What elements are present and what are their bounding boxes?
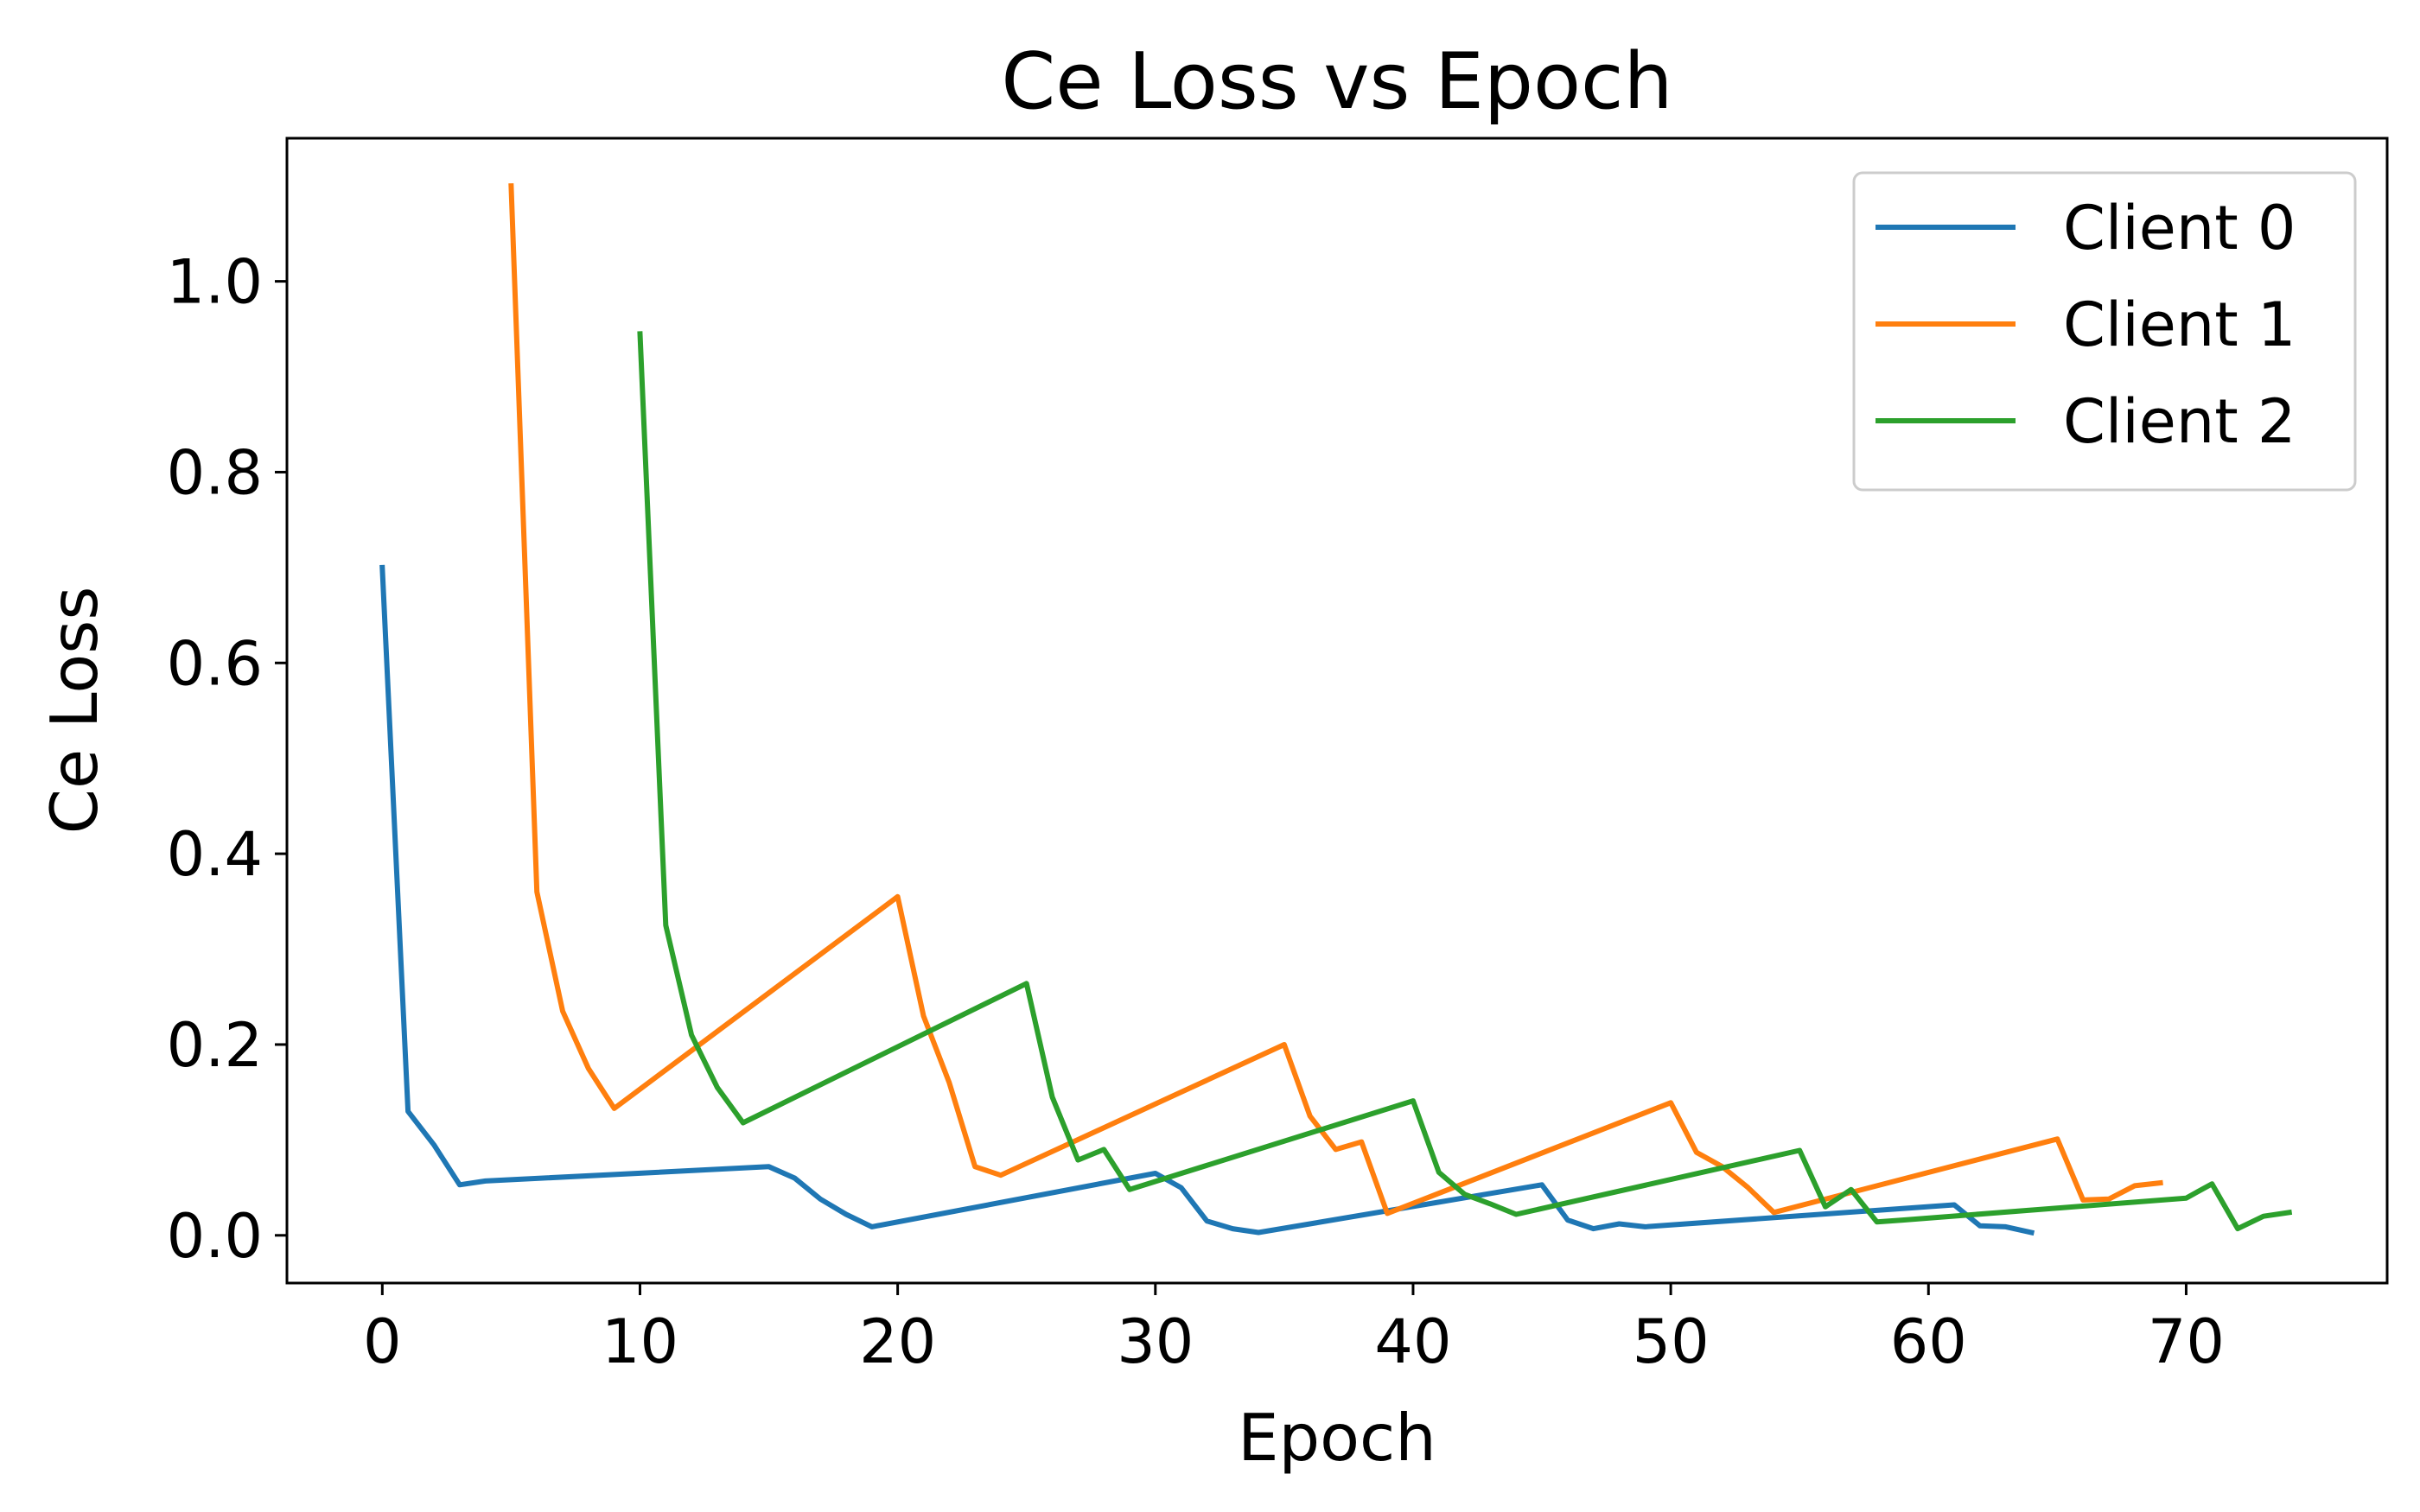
y-tick-label-4: 0.8 — [167, 437, 263, 508]
x-axis-ticks: 0 10 20 30 40 50 60 70 — [363, 1283, 2225, 1377]
y-tick-label-1: 0.2 — [167, 1010, 263, 1081]
plot-area — [285, 137, 2389, 1285]
series-line-client-0 — [379, 564, 2035, 1236]
y-tick-label-0: 0.0 — [167, 1201, 263, 1272]
legend-items: Client 0 Client 1 Client 2 — [1876, 193, 2296, 457]
y-axis-ticks: 0.0 0.2 0.4 0.6 0.8 1.0 — [167, 247, 287, 1272]
x-tick-label-10: 10 — [602, 1306, 678, 1377]
x-axis-label: Epoch — [1238, 1400, 1436, 1476]
series-line-client-2 — [637, 331, 2293, 1232]
legend-label-client-0: Client 0 — [2063, 193, 2296, 264]
x-tick-label-60: 60 — [1890, 1306, 1967, 1377]
y-tick-label-3: 0.6 — [167, 628, 263, 699]
x-tick-label-20: 20 — [859, 1306, 936, 1377]
legend: Client 0 Client 1 Client 2 — [1852, 171, 2357, 492]
legend-label-client-1: Client 1 — [2063, 289, 2296, 360]
x-tick-label-0: 0 — [363, 1306, 402, 1377]
series-layer — [379, 183, 2293, 1236]
plot-frame — [285, 137, 2389, 1285]
legend-box — [1852, 171, 2357, 492]
chart-title: Ce Loss vs Epoch — [1001, 36, 1672, 127]
y-tick-label-5: 1.0 — [167, 247, 263, 318]
x-tick-label-70: 70 — [2148, 1306, 2225, 1377]
y-axis-label: Ce Loss — [36, 587, 112, 835]
legend-label-client-2: Client 2 — [2063, 386, 2296, 457]
series-line-client-1 — [508, 183, 2163, 1217]
x-tick-label-50: 50 — [1633, 1306, 1710, 1377]
x-tick-label-30: 30 — [1117, 1306, 1194, 1377]
y-tick-label-2: 0.4 — [167, 819, 263, 890]
x-tick-label-40: 40 — [1374, 1306, 1451, 1377]
